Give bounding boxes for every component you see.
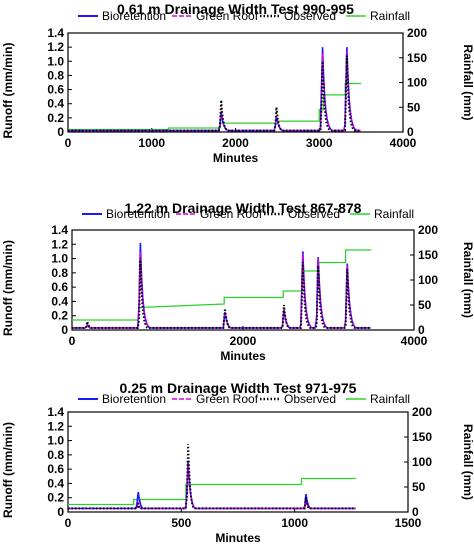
y2-tick-label: 0 — [412, 505, 419, 519]
y2-tick-label: 200 — [407, 26, 427, 40]
y2-tick-label: 100 — [418, 273, 438, 287]
y-tick-label: 1.4 — [47, 405, 64, 419]
y-tick-label: 1.2 — [47, 419, 64, 433]
series-green-roof — [68, 463, 356, 510]
y-tick-label: 0.2 — [47, 111, 64, 125]
plot-frame — [71, 229, 415, 331]
legend-label: Observed — [284, 392, 336, 406]
y2-axis-label: Rainfall (mm) — [461, 424, 474, 500]
x-axis-label: Minutes — [215, 531, 261, 545]
y-tick-label: 1.0 — [47, 54, 64, 68]
y-tick-label: 1.4 — [47, 26, 64, 40]
plot-frame — [67, 411, 409, 513]
x-axis-label: Minutes — [213, 151, 259, 165]
x-axis-label: Minutes — [220, 349, 266, 363]
legend-label: Green Roof — [200, 207, 263, 221]
series-bioretention — [68, 47, 361, 132]
legend-label: Observed — [284, 9, 336, 23]
y-tick-label: 1.0 — [51, 252, 68, 266]
y-tick-label: 1.2 — [51, 237, 68, 251]
x-tick-label: 2000 — [222, 136, 249, 150]
legend-label: Green Roof — [196, 392, 259, 406]
y2-tick-label: 150 — [407, 51, 427, 65]
series-green-roof — [72, 251, 371, 329]
chart-title: 0.25 m Drainage Width Test 971-975 — [120, 380, 357, 396]
y-tick-label: 0.8 — [47, 68, 64, 82]
series-bioretention — [72, 242, 371, 329]
x-tick-label: 3000 — [306, 136, 333, 150]
y-tick-label: 1.4 — [51, 223, 68, 237]
y-tick-label: 0.6 — [51, 280, 68, 294]
x-tick-label: 0 — [69, 334, 76, 348]
x-tick-label: 1000 — [138, 136, 165, 150]
y2-tick-label: 100 — [412, 455, 432, 469]
legend-label: Observed — [288, 207, 340, 221]
y2-tick-label: 100 — [407, 76, 427, 90]
y2-tick-label: 150 — [412, 430, 432, 444]
y-tick-label: 0.4 — [51, 294, 68, 308]
y-tick-label: 0.4 — [47, 97, 64, 111]
series-observed — [72, 259, 371, 329]
y-tick-label: 0.2 — [51, 309, 68, 323]
x-tick-label: 500 — [171, 516, 191, 530]
y-tick-label: 0 — [57, 505, 64, 519]
y2-tick-label: 50 — [412, 480, 426, 494]
series-observed — [68, 444, 356, 510]
x-tick-label: 1500 — [395, 516, 422, 530]
y2-tick-label: 150 — [418, 248, 438, 262]
legend-label: Bioretention — [102, 9, 166, 23]
y2-axis-label: Rainfall (mm) — [461, 242, 474, 318]
x-tick-label: 1000 — [281, 516, 308, 530]
y-tick-label: 0.4 — [47, 476, 64, 490]
y-tick-label: 1.0 — [47, 434, 64, 448]
y-tick-label: 0 — [57, 125, 64, 139]
plot-frame — [67, 32, 404, 133]
y2-tick-label: 50 — [407, 100, 421, 114]
y-tick-label: 0.6 — [47, 83, 64, 97]
y2-tick-label: 200 — [418, 223, 438, 237]
y-axis-label: Runoff (mm/min) — [1, 422, 15, 518]
y-tick-label: 0 — [61, 323, 68, 337]
x-tick-label: 2000 — [230, 334, 257, 348]
x-tick-label: 0 — [65, 136, 72, 150]
series-rainfall — [72, 249, 372, 321]
series-observed — [68, 55, 361, 132]
series-rainfall — [68, 82, 362, 131]
x-tick-label: 4000 — [390, 136, 417, 150]
chart-title: 0.61 m Drainage Width Test 990-995 — [117, 1, 354, 17]
y-tick-label: 0.8 — [47, 448, 64, 462]
y-tick-label: 0.6 — [47, 462, 64, 476]
legend-label: Green Roof — [196, 9, 259, 23]
legend-label: Rainfall — [370, 392, 410, 406]
y2-tick-label: 50 — [418, 298, 432, 312]
y2-axis-label: Rainfall (mm) — [461, 44, 474, 120]
series-green-roof — [68, 50, 361, 132]
y-tick-label: 0.8 — [51, 266, 68, 280]
legend-label: Rainfall — [374, 207, 414, 221]
y-axis-label: Runoff (mm/min) — [1, 43, 15, 139]
y2-tick-label: 0 — [418, 323, 425, 337]
series-rainfall — [68, 477, 356, 506]
y2-tick-label: 200 — [412, 405, 432, 419]
y-tick-label: 0.2 — [47, 491, 64, 505]
y-tick-label: 1.2 — [47, 40, 64, 54]
x-tick-label: 0 — [65, 516, 72, 530]
y-axis-label: Runoff (mm/min) — [1, 240, 15, 336]
legend-label: Bioretention — [102, 392, 166, 406]
legend-label: Bioretention — [106, 207, 170, 221]
chart-title: 1.22 m Drainage Width Test 867-878 — [125, 200, 362, 216]
x-tick-label: 4000 — [401, 334, 428, 348]
y2-tick-label: 0 — [407, 125, 414, 139]
legend-label: Rainfall — [370, 9, 410, 23]
